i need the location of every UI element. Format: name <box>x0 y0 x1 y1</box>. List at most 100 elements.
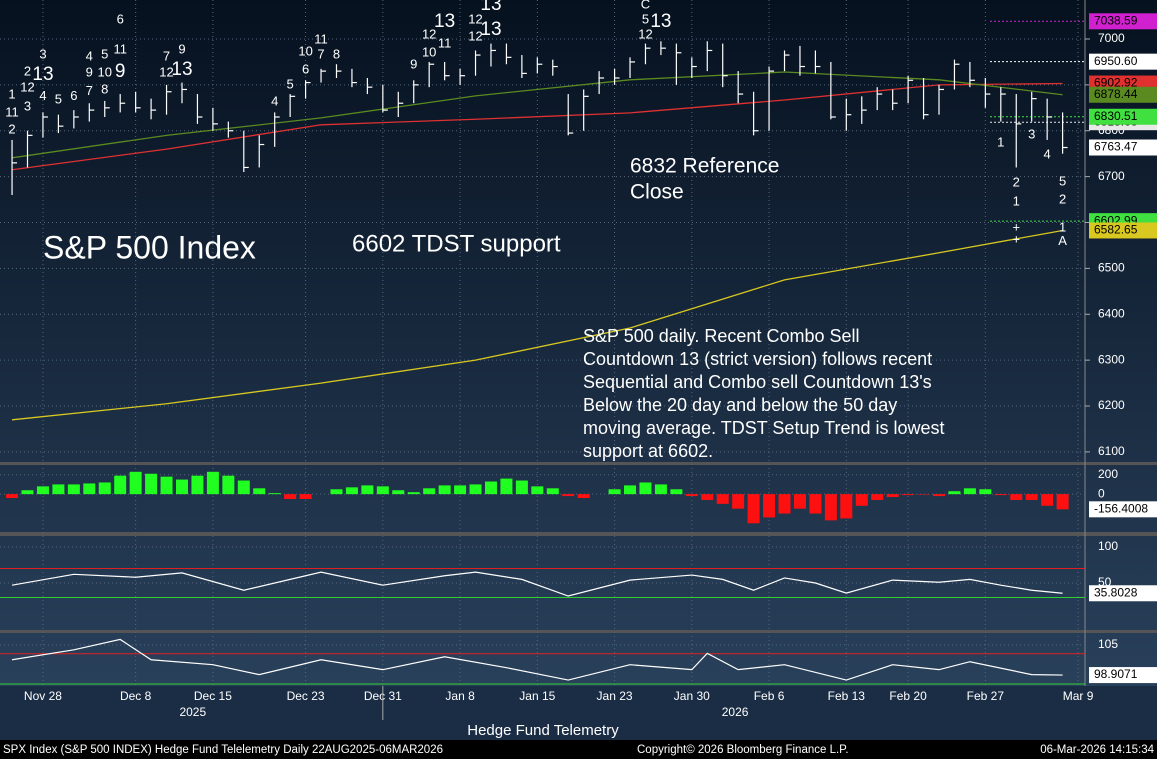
histogram-bar <box>145 473 158 495</box>
y-tick-label: 6500 <box>1098 261 1125 275</box>
td-count: 13 <box>650 11 671 32</box>
histogram-bar <box>222 475 235 495</box>
histogram-bar <box>886 494 899 498</box>
y-tick-label: 200 <box>1098 467 1118 481</box>
year-label: 2025 <box>179 705 206 719</box>
x-tick-label: Dec 23 <box>287 689 325 703</box>
histogram-bar <box>639 482 652 495</box>
histogram-bar <box>330 489 343 495</box>
y-tick-label: 7000 <box>1098 31 1125 45</box>
histogram-bar <box>407 492 420 495</box>
td-count: 7 <box>86 83 93 98</box>
histogram-bar <box>469 484 482 495</box>
histogram-bar <box>855 494 868 506</box>
separator <box>0 462 1157 465</box>
histogram-bar <box>423 488 436 495</box>
td-count: 6 <box>70 88 77 103</box>
x-tick-label: Feb 27 <box>967 689 1005 703</box>
moving-average <box>11 71 1063 159</box>
histogram-bar <box>732 494 745 509</box>
td-count: 13 <box>32 64 53 85</box>
histogram-bar <box>253 488 266 495</box>
histogram-bar <box>546 488 559 495</box>
histogram-bar <box>268 493 281 495</box>
x-tick-label: Jan 30 <box>674 689 710 703</box>
histogram-bar <box>654 484 667 495</box>
td-count: 11 <box>113 41 127 56</box>
td-count: 4 <box>1044 147 1051 162</box>
value-box <box>1089 139 1157 156</box>
td-count: 13 <box>480 19 501 40</box>
value-box <box>1089 53 1157 70</box>
histogram-bar <box>21 490 34 495</box>
histogram-bar <box>438 485 451 495</box>
td-count: 2 <box>24 63 31 78</box>
x-tick-label: Nov 28 <box>24 689 62 703</box>
background <box>0 0 1157 740</box>
histogram-bar <box>979 489 992 495</box>
histogram-bar <box>963 488 976 495</box>
td-count: 1 <box>8 86 15 101</box>
value-label: 98.9071 <box>1094 667 1138 681</box>
td-count: 12 <box>638 26 652 41</box>
td-count: C <box>641 0 650 11</box>
histogram-bar <box>299 494 312 499</box>
value-label: 6902.92 <box>1094 76 1138 90</box>
histogram-bar <box>747 494 760 524</box>
td-count: 4 <box>86 48 93 63</box>
histogram-bar <box>1041 494 1054 506</box>
value-label: 6582.65 <box>1094 223 1138 237</box>
year-label: 2026 <box>722 705 749 719</box>
value-label: 6830.51 <box>1094 109 1138 123</box>
histogram-bar <box>36 486 49 495</box>
td-count: 9 <box>115 61 126 82</box>
td-count: 2 <box>1059 191 1066 206</box>
td-count: 10 <box>298 43 312 58</box>
commentary-line: Countdown 13 (strict version) follows re… <box>583 349 932 369</box>
x-tick-label: Feb 13 <box>828 689 866 703</box>
td-count: 8 <box>333 46 340 61</box>
histogram-bar <box>361 485 374 495</box>
td-count: 12 <box>20 80 34 95</box>
y-tick-label: 6200 <box>1098 398 1125 412</box>
histogram-bar <box>716 494 729 504</box>
y-tick-label: 6700 <box>1098 169 1125 183</box>
td-count: 2 <box>1013 174 1020 189</box>
td-count: 9 <box>410 57 417 72</box>
td-count: 5 <box>287 76 294 91</box>
histogram-bar <box>902 494 915 496</box>
value-label: 6878.44 <box>1094 87 1138 101</box>
footer-title: Hedge Fund Telemetry <box>467 722 619 739</box>
histogram-bar <box>237 480 250 495</box>
x-tick-label: Mar 9 <box>1063 689 1094 703</box>
td-count: 13 <box>434 11 455 32</box>
x-tick-label: Dec 8 <box>120 689 152 703</box>
td-count: 5 <box>642 12 649 27</box>
td-count: + <box>1012 231 1020 246</box>
td-count: 8 <box>101 81 108 96</box>
value-box <box>1089 222 1157 239</box>
y-tick-label: 100 <box>1098 539 1118 553</box>
separator <box>0 630 1157 633</box>
histogram-bar <box>83 483 96 495</box>
value-box <box>1089 108 1157 125</box>
histogram-bar <box>577 494 590 499</box>
histogram-bar <box>500 478 513 495</box>
td-count: 5 <box>101 46 108 61</box>
value-label: 6763.47 <box>1094 140 1138 154</box>
moving-average <box>11 229 1063 421</box>
value-box <box>1089 667 1157 684</box>
histogram-bar <box>114 475 127 495</box>
value-label: 6950.60 <box>1094 54 1138 68</box>
histogram-bar <box>809 494 822 514</box>
histogram-bar <box>98 482 111 495</box>
commentary-line: moving average. TDST Setup Trend is lowe… <box>583 418 945 438</box>
footer-timestamp: 06-Mar-2026 14:15:34 <box>1040 744 1154 756</box>
histogram-bar <box>191 475 204 495</box>
footer-source: SPX Index (S&P 500 INDEX) Hedge Fund Tel… <box>3 744 443 756</box>
y-tick-label: 6300 <box>1098 352 1125 366</box>
td-count: 1 <box>1059 219 1066 234</box>
td-count: 6 <box>302 62 309 77</box>
x-axis-area <box>0 686 1157 740</box>
histogram-bar <box>531 486 544 495</box>
